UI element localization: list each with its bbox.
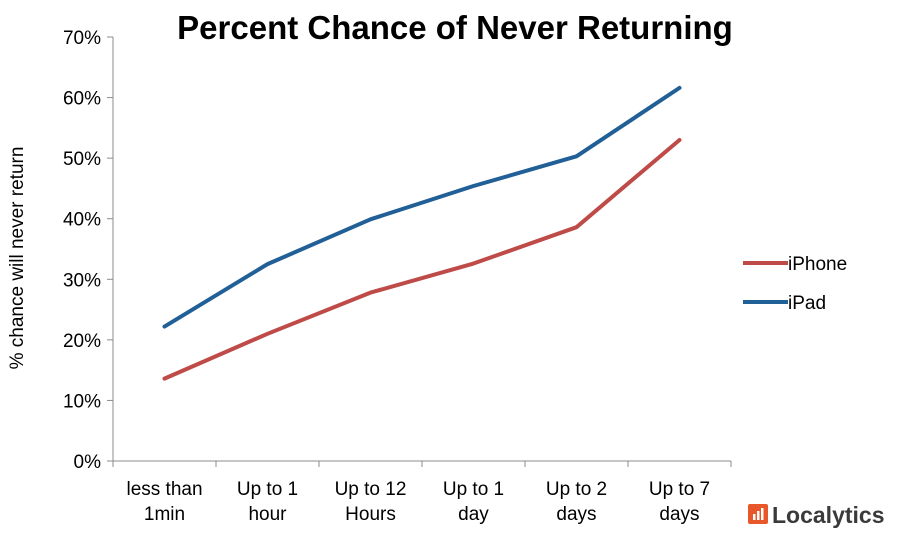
y-tick-label: 60%	[63, 89, 101, 110]
y-tick-label: 50%	[63, 149, 101, 170]
x-tick-label-line: days	[659, 504, 699, 525]
x-tick-label: Up to 12 Hours	[335, 479, 407, 525]
series-lines	[162, 85, 682, 381]
x-tick-label-line: hour	[248, 504, 287, 525]
x-tick-label-line: Up to 1	[237, 479, 298, 500]
y-tick-label: 30%	[63, 270, 101, 291]
y-axis: 0% 10% 20% 30% 40% 50% 60% 70%	[63, 28, 114, 473]
x-tick-label: Up to 2 days	[546, 479, 607, 525]
y-tick-label: 0%	[74, 452, 102, 473]
x-tick-label-line: Up to 7	[649, 479, 710, 500]
x-tick-label-line: day	[458, 504, 489, 525]
y-tick-label: 40%	[63, 210, 101, 231]
localytics-logo: Localytics	[748, 502, 885, 528]
x-tick-label: Up to 1 day	[443, 479, 504, 525]
series-line-ipad	[162, 85, 682, 329]
legend-label-ipad: iPad	[788, 293, 826, 314]
x-tick-label-line: 1min	[144, 504, 185, 525]
x-tick-label: less than 1min	[126, 479, 202, 525]
y-tick-label: 20%	[63, 331, 101, 352]
y-axis-label: % chance will never return	[7, 147, 28, 370]
x-tick-label-line: Up to 2	[546, 479, 607, 500]
chart-title: Percent Chance of Never Returning	[177, 9, 733, 46]
legend: iPhone iPad	[743, 254, 847, 314]
x-tick-label: Up to 7 days	[649, 479, 710, 525]
y-tick-label: 10%	[63, 391, 101, 412]
x-tick-label-line: Up to 1	[443, 479, 504, 500]
x-tick-label-line: less than	[126, 479, 202, 500]
localytics-logo-icon	[748, 504, 768, 524]
y-tick-label: 70%	[63, 28, 101, 49]
logo-text: Localytics	[772, 502, 885, 528]
x-tick-label-line: days	[556, 504, 596, 525]
x-tick-label-line: Up to 12	[335, 479, 407, 500]
x-tick-label: Up to 1 hour	[237, 479, 298, 525]
series-line-iphone	[162, 137, 682, 381]
x-tick-label-line: Hours	[345, 504, 396, 525]
legend-label-iphone: iPhone	[788, 254, 847, 275]
